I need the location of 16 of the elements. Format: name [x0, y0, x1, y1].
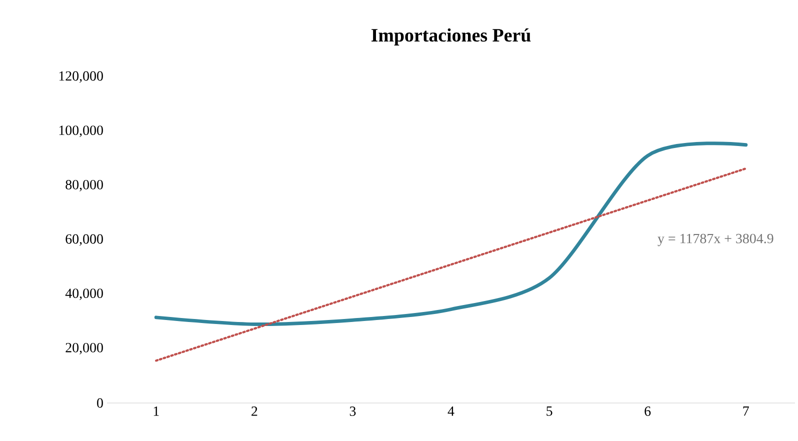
annotation: y = 11787x + 3804.9: [658, 234, 774, 246]
y-tick-label: 100,000: [59, 126, 103, 138]
x-tick-label: 1: [154, 406, 159, 416]
x-tick-label: 6: [644, 406, 651, 416]
y-tick-label: 120,000: [59, 71, 103, 83]
x-tick-label: 2: [252, 406, 258, 416]
y-tick-label: 20,000: [66, 342, 103, 354]
x-tick-label: 7: [743, 406, 749, 416]
y-tick-label: 0: [97, 398, 103, 408]
y-tick-label: 80,000: [66, 180, 103, 192]
y-tick-label: 40,000: [65, 288, 103, 300]
y-tick-label: 60,000: [66, 234, 103, 246]
x-tick-label: 3: [350, 406, 356, 416]
chart-title: Importaciones Perú: [371, 28, 531, 46]
x-tick-label: 4: [448, 406, 454, 416]
x-tick-label: 5: [546, 406, 552, 416]
